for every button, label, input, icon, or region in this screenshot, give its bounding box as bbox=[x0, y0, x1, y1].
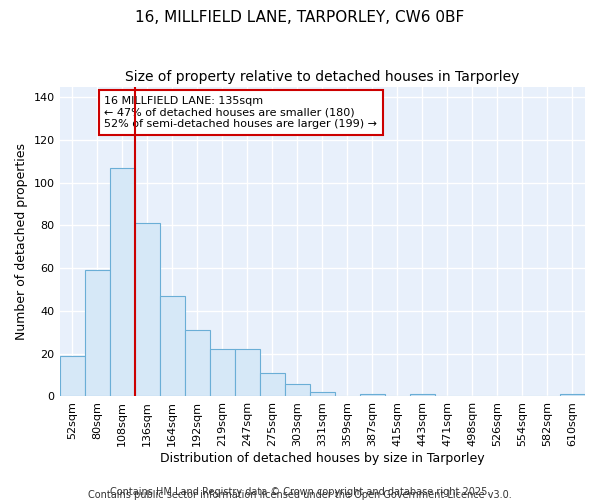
Text: Contains HM Land Registry data © Crown copyright and database right 2025.: Contains HM Land Registry data © Crown c… bbox=[110, 487, 490, 497]
Bar bbox=[310, 392, 335, 396]
Bar bbox=[410, 394, 435, 396]
Text: Contains public sector information licensed under the Open Government Licence v3: Contains public sector information licen… bbox=[88, 490, 512, 500]
Bar bbox=[110, 168, 134, 396]
Title: Size of property relative to detached houses in Tarporley: Size of property relative to detached ho… bbox=[125, 70, 520, 84]
Bar bbox=[134, 224, 160, 396]
Bar bbox=[560, 394, 585, 396]
Bar bbox=[235, 350, 260, 397]
Bar bbox=[185, 330, 209, 396]
Text: 16, MILLFIELD LANE, TARPORLEY, CW6 0BF: 16, MILLFIELD LANE, TARPORLEY, CW6 0BF bbox=[136, 10, 464, 25]
Bar bbox=[260, 373, 285, 396]
Bar bbox=[85, 270, 110, 396]
Text: 16 MILLFIELD LANE: 135sqm
← 47% of detached houses are smaller (180)
52% of semi: 16 MILLFIELD LANE: 135sqm ← 47% of detac… bbox=[104, 96, 377, 129]
Bar bbox=[209, 350, 235, 397]
X-axis label: Distribution of detached houses by size in Tarporley: Distribution of detached houses by size … bbox=[160, 452, 485, 465]
Bar bbox=[59, 356, 85, 397]
Bar bbox=[160, 296, 185, 396]
Y-axis label: Number of detached properties: Number of detached properties bbox=[15, 143, 28, 340]
Bar bbox=[360, 394, 385, 396]
Bar bbox=[285, 384, 310, 396]
